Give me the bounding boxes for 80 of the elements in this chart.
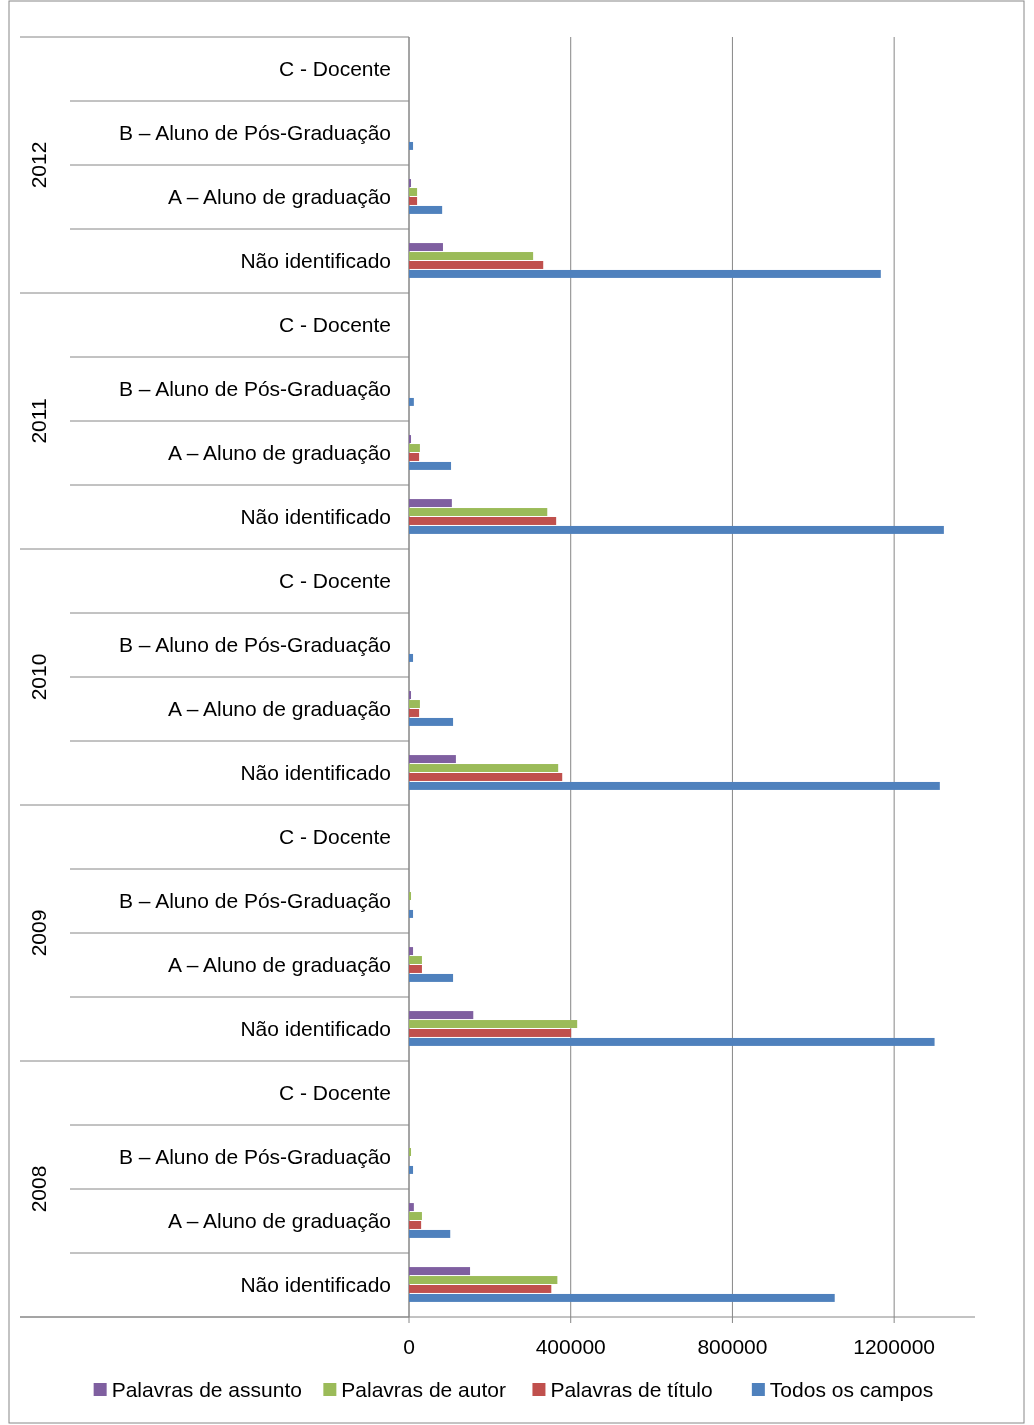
bar <box>409 1221 422 1229</box>
text: 2010 <box>27 653 50 701</box>
legend-label: Palavras de título <box>550 1378 713 1401</box>
bar <box>409 453 420 461</box>
bar <box>409 755 456 764</box>
bar <box>409 435 412 444</box>
y-tick-label: C - Docente <box>278 1081 391 1104</box>
y-tick-label: Não identificado <box>240 1017 391 1040</box>
y-tick-label: C - Docente <box>278 825 391 848</box>
y-tick-label: Não identificado <box>240 505 391 528</box>
bar <box>409 1229 451 1238</box>
bar <box>409 892 412 900</box>
bar <box>409 444 420 452</box>
legend-label: Palavras de assunto <box>111 1378 302 1401</box>
bar <box>409 188 418 196</box>
bar <box>409 141 414 150</box>
y-tick-label: Não identificado <box>240 1273 391 1296</box>
bar <box>409 517 557 525</box>
bar <box>409 1011 474 1020</box>
x-tick-label: 1200000 <box>853 1335 936 1358</box>
bar <box>409 179 412 188</box>
bar <box>409 773 563 781</box>
x-tick-label: 800000 <box>697 1335 768 1358</box>
y-tick-label: B – Aluno de Pós-Graduação <box>118 1145 391 1168</box>
bar <box>409 205 443 214</box>
bar <box>409 508 548 516</box>
y-tick-label: A – Aluno de graduação <box>167 953 391 976</box>
bar <box>409 781 940 790</box>
bar <box>409 197 418 205</box>
text: 2009 <box>27 909 50 957</box>
bar <box>409 252 534 260</box>
bar <box>409 1203 414 1212</box>
bar <box>409 764 559 772</box>
bar <box>409 461 452 470</box>
bar <box>409 709 420 717</box>
bar <box>409 965 422 973</box>
text: 2012 <box>27 141 50 189</box>
y-tick-label: B – Aluno de Pós-Graduação <box>118 377 391 400</box>
bar <box>409 909 414 918</box>
y-tick-label: Não identificado <box>240 761 391 784</box>
x-tick-label: 0 <box>403 1335 415 1358</box>
text: 2008 <box>27 1165 50 1213</box>
y-tick-label: C - Docente <box>278 569 391 592</box>
text: 2011 <box>27 398 50 444</box>
bar <box>409 1285 552 1293</box>
y-tick-label: B – Aluno de Pós-Graduação <box>118 121 391 144</box>
bar <box>409 269 881 278</box>
bar <box>409 1037 935 1046</box>
bar <box>409 397 414 406</box>
y-tick-label: A – Aluno de graduação <box>167 185 391 208</box>
bar <box>409 700 420 708</box>
bar <box>409 499 452 508</box>
y-tick-label: Não identificado <box>240 249 391 272</box>
y-tick-label: B – Aluno de Pós-Graduação <box>118 889 391 912</box>
bar <box>409 1029 572 1037</box>
bar <box>409 261 544 269</box>
bar <box>409 1267 471 1276</box>
bar <box>409 1293 835 1302</box>
bar <box>409 243 443 252</box>
y-tick-label: A – Aluno de graduação <box>167 441 391 464</box>
y-tick-label: B – Aluno de Pós-Graduação <box>118 633 391 656</box>
bar <box>409 525 944 534</box>
legend-label: Todos os campos <box>769 1378 934 1401</box>
bar <box>409 1212 422 1220</box>
legend-label: Palavras de autor <box>341 1378 506 1401</box>
bar <box>409 1276 558 1284</box>
bar <box>409 691 412 700</box>
bar <box>409 1148 412 1156</box>
bar <box>409 1020 578 1028</box>
bar <box>409 717 454 726</box>
y-tick-label: C - Docente <box>278 57 391 80</box>
bar <box>409 947 414 956</box>
bar <box>409 1165 414 1174</box>
y-tick-label: C - Docente <box>278 313 391 336</box>
bar <box>409 653 414 662</box>
y-tick-label: A – Aluno de graduação <box>167 1209 391 1232</box>
bar <box>409 973 454 982</box>
bar <box>409 956 422 964</box>
y-tick-label: A – Aluno de graduação <box>167 697 391 720</box>
x-tick-label: 400000 <box>535 1335 606 1358</box>
